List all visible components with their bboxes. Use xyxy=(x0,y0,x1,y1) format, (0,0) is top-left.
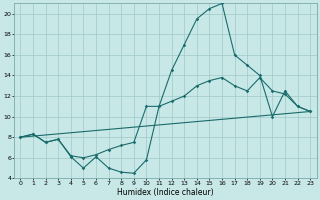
X-axis label: Humidex (Indice chaleur): Humidex (Indice chaleur) xyxy=(117,188,214,197)
